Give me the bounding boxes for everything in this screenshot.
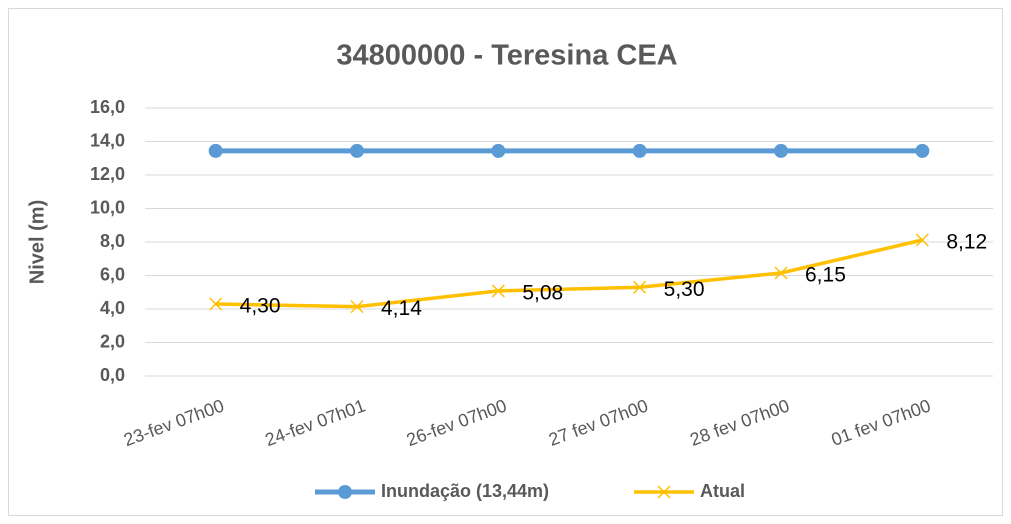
- y-tick-label: 8,0: [100, 231, 125, 251]
- series-line: [215, 238, 923, 309]
- data-label: 5,08: [522, 281, 563, 304]
- data-label: 4,30: [240, 295, 281, 318]
- legend-marker: [338, 485, 352, 499]
- point: [633, 280, 647, 294]
- y-tick-label: 4,0: [100, 298, 125, 318]
- point: [915, 233, 929, 247]
- point: [774, 266, 788, 280]
- y-tick-label: 0,0: [100, 365, 125, 385]
- chart-border: [8, 8, 1003, 516]
- y-axis-label: Nivel (m): [26, 200, 48, 284]
- legend-label: Atual: [700, 481, 745, 501]
- y-tick-label: 2,0: [100, 331, 125, 351]
- legend-marker: [657, 485, 671, 499]
- point: [350, 143, 364, 158]
- point: [915, 143, 930, 158]
- y-tick-label: 16,0: [90, 97, 125, 117]
- point: [491, 284, 505, 298]
- point: [491, 143, 506, 158]
- legend-label: Inundação (13,44m): [381, 481, 549, 501]
- y-tick-label: 6,0: [100, 264, 125, 284]
- data-label: 8,12: [946, 231, 987, 254]
- data-label: 4,14: [381, 297, 422, 320]
- point: [774, 143, 788, 158]
- y-tick-label: 12,0: [90, 164, 125, 184]
- point: [208, 143, 223, 158]
- y-tick-label: 10,0: [90, 197, 125, 217]
- data-label: 5,30: [664, 278, 705, 301]
- y-tick-label: 14,0: [90, 130, 125, 150]
- chart-title: 34800000 - Teresina CEA: [336, 40, 677, 72]
- point: [209, 297, 223, 311]
- point: [632, 143, 647, 158]
- point: [350, 300, 364, 314]
- data-label: 6,15: [805, 264, 846, 287]
